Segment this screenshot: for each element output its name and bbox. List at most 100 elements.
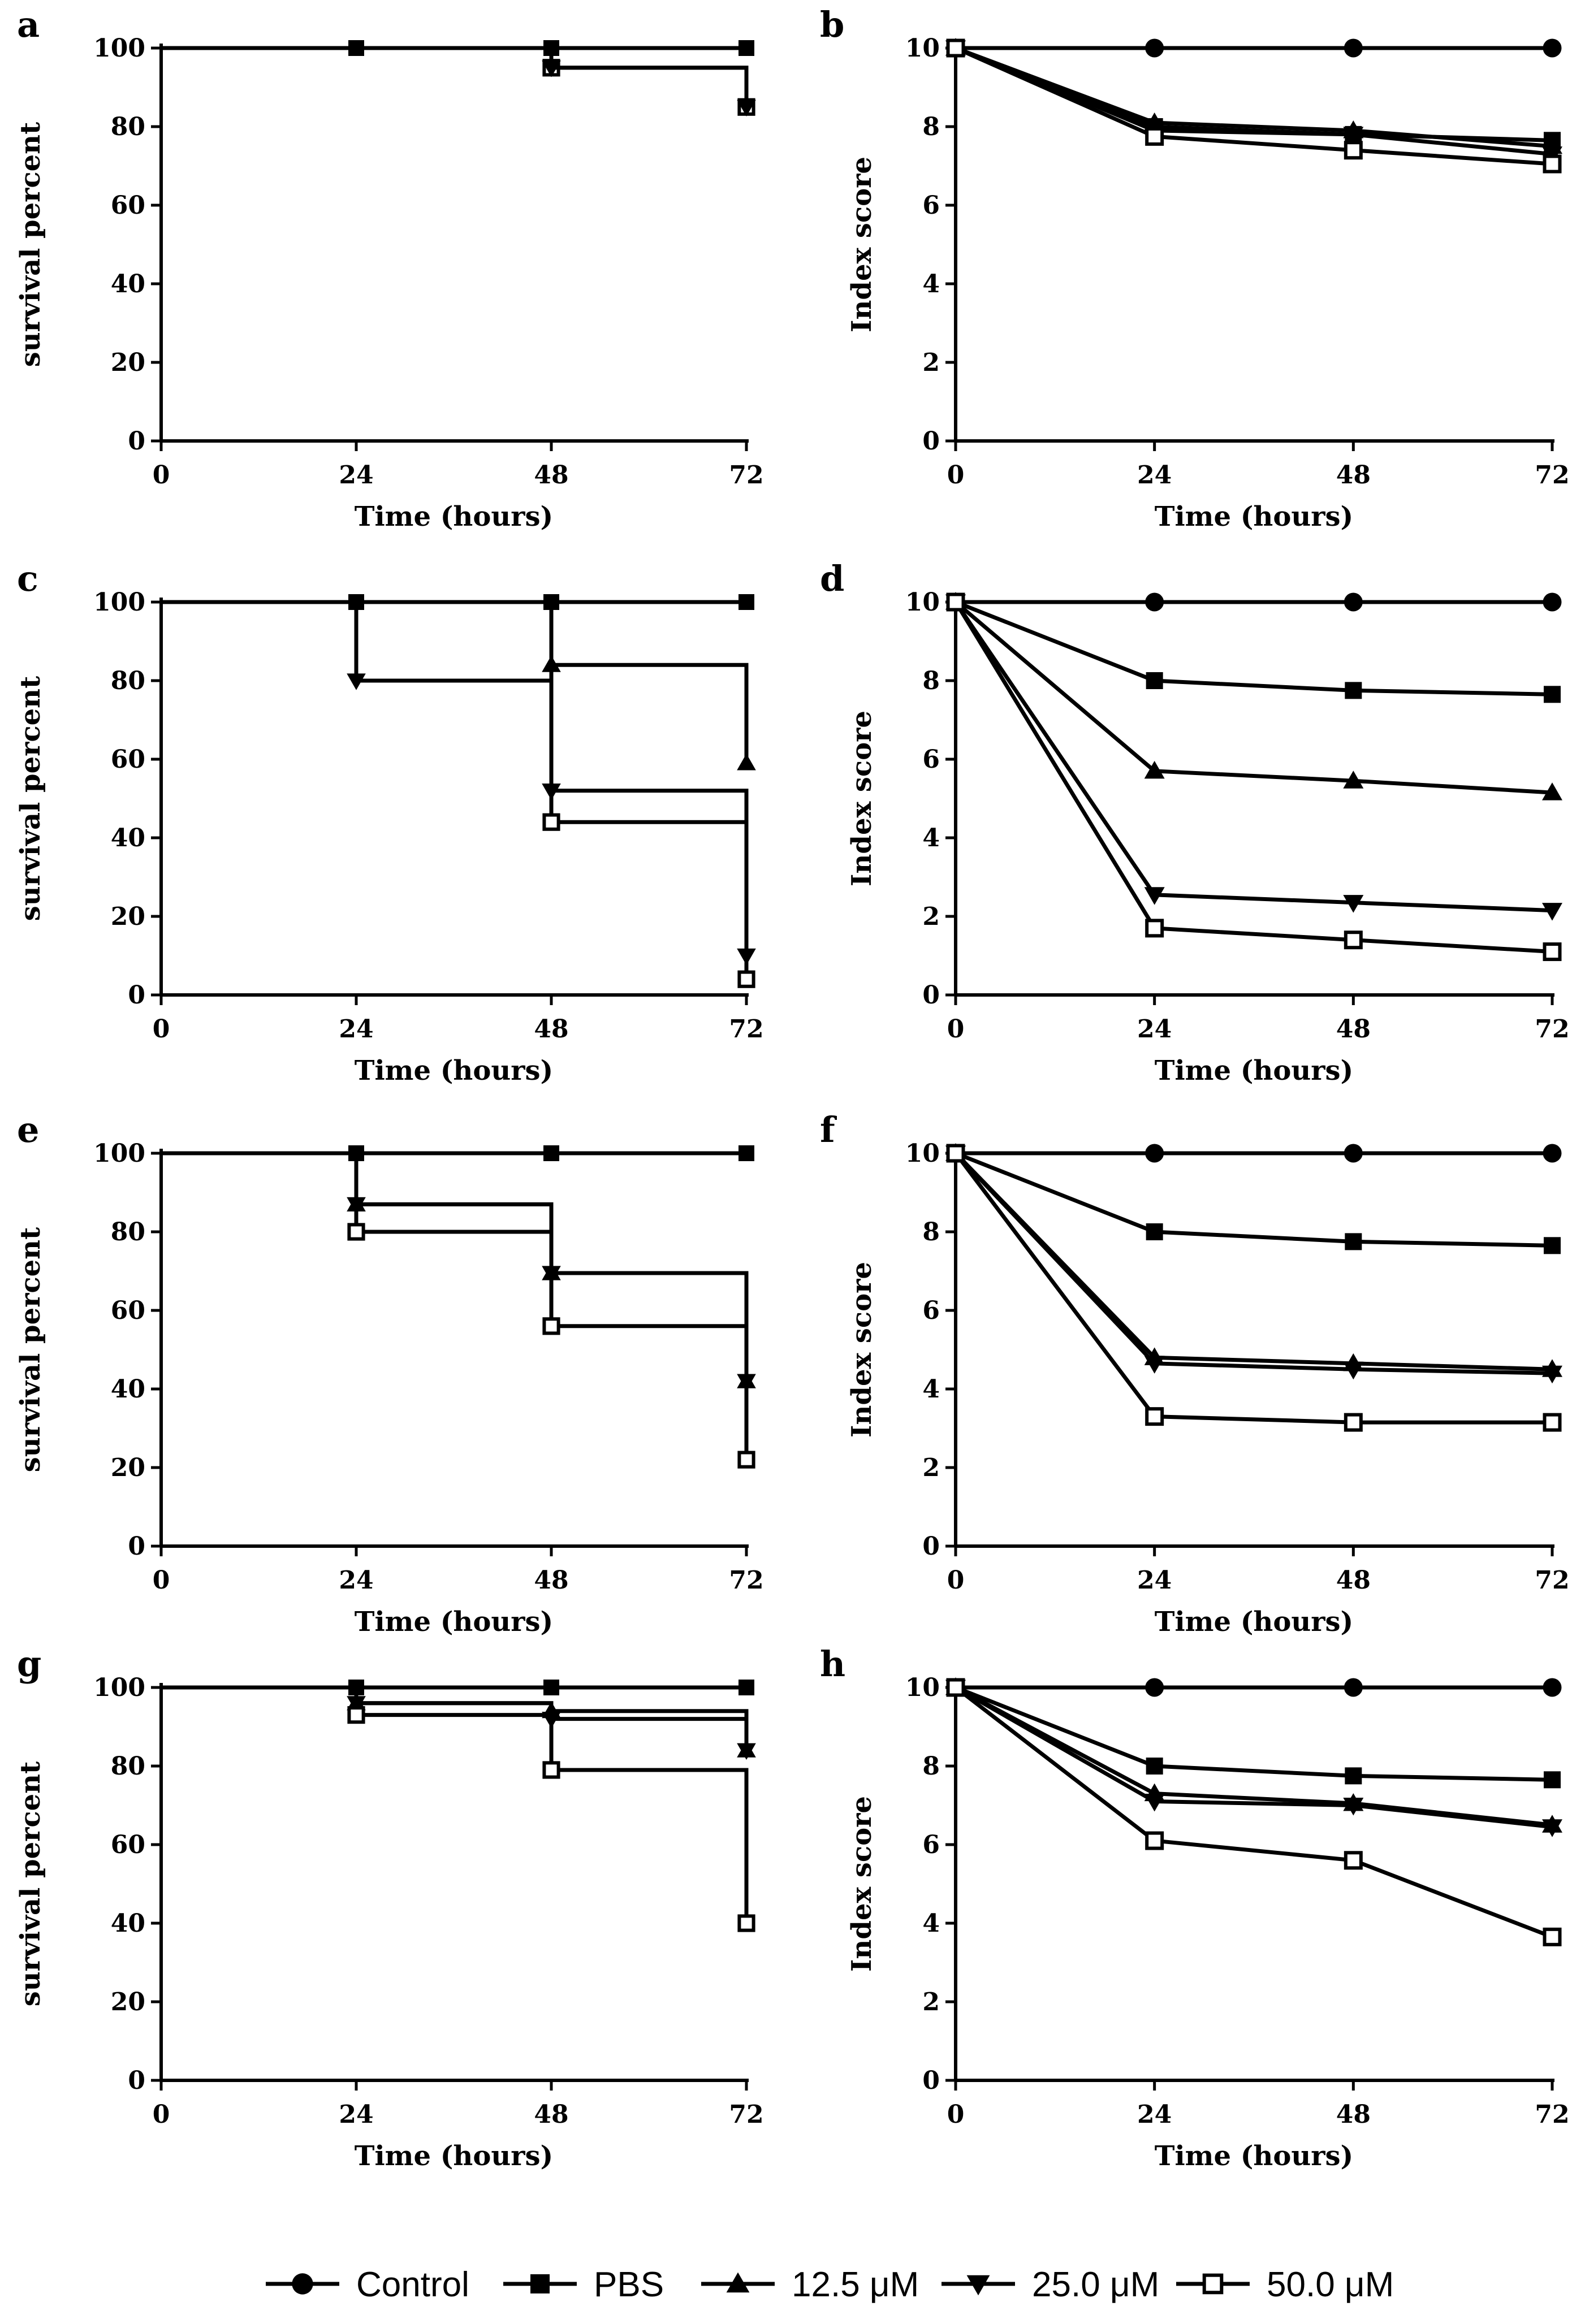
series-control: [946, 1678, 1562, 1697]
data-point: [946, 38, 965, 58]
x-tick-label: 72: [1535, 1566, 1569, 1595]
series-control: [946, 592, 1562, 612]
y-tick-label: 100: [93, 1139, 145, 1168]
y-tick-label: 60: [111, 191, 145, 220]
chart-panel-c: c 0 20 40 60 80 100 0 24 48 72 Time (hours) survival…: [15, 558, 764, 1087]
y-tick-label: 10: [905, 34, 940, 63]
y-tick-label: 80: [111, 112, 145, 141]
y-tick-label: 100: [93, 588, 145, 617]
data-point: [1543, 1927, 1562, 1946]
data-point: [1146, 672, 1163, 689]
data-point: [738, 594, 754, 610]
data-point: [1344, 1413, 1363, 1432]
data-point: [738, 1680, 754, 1695]
series-line: [954, 601, 1553, 913]
series-line: [955, 1685, 1553, 1782]
y-tick-label: 8: [922, 1218, 940, 1247]
x-tick-label: 48: [1336, 461, 1371, 490]
x-tick-label: 0: [153, 461, 170, 490]
legend-item-c125: 12.5 μM: [701, 2265, 919, 2304]
y-axis-title: survival percent: [15, 1762, 46, 2007]
y-axis-title: survival percent: [15, 676, 46, 921]
x-tick-label: 24: [1137, 1015, 1172, 1044]
y-tick-label: 8: [922, 112, 940, 141]
survival-line: [161, 1151, 749, 1382]
legend-marker: [966, 2275, 990, 2296]
data-point: [1543, 592, 1562, 612]
series-line: [954, 600, 1553, 795]
series-line: [955, 46, 1553, 166]
y-tick-label: 0: [128, 427, 145, 456]
y-tick-label: 2: [922, 1453, 940, 1482]
y-tick-label: 8: [922, 1752, 940, 1781]
x-tick-label: 24: [339, 461, 373, 490]
series-25-0-m: [161, 1151, 756, 1391]
y-tick-label: 0: [128, 1532, 145, 1561]
survival-line: [161, 1685, 749, 1923]
y-axis-title: survival percent: [15, 122, 46, 367]
y-axis-title: Index score: [846, 711, 878, 886]
x-tick-label: 24: [1137, 1566, 1172, 1595]
y-tick-label: 80: [111, 667, 145, 695]
legend-label: Control: [356, 2265, 469, 2304]
data-point: [1344, 1144, 1363, 1163]
series-25-0-m: [161, 46, 756, 117]
series-25-0-m: [945, 1680, 1562, 1837]
y-tick-label: 2: [922, 902, 940, 931]
series-50-0-m: [946, 1144, 1562, 1432]
data-point: [347, 1223, 365, 1241]
x-axis-title: Time (hours): [1155, 501, 1354, 533]
y-tick-label: 6: [922, 1830, 940, 1859]
x-tick-label: 0: [947, 1566, 965, 1595]
series-line: [955, 46, 1553, 157]
x-tick-label: 0: [947, 461, 965, 490]
survival-line: [161, 600, 749, 956]
series-12-5-m: [161, 600, 756, 771]
legend-marker: [726, 2272, 750, 2293]
y-tick-label: 0: [922, 981, 940, 1010]
data-point: [1144, 1356, 1165, 1374]
legend-label: 12.5 μM: [792, 2265, 919, 2304]
y-tick-label: 10: [905, 588, 940, 617]
y-tick-label: 2: [922, 348, 940, 377]
data-point: [1144, 1794, 1165, 1812]
series-50-0-m: [161, 1685, 755, 1932]
legend-item-c500: 50.0 μM: [1176, 2265, 1394, 2304]
y-tick-label: 100: [93, 1673, 145, 1702]
y-axis-title: Index score: [846, 1262, 878, 1438]
x-tick-label: 48: [1336, 2100, 1371, 2129]
data-point: [946, 592, 965, 612]
x-tick-label: 72: [1535, 461, 1569, 490]
data-point: [347, 1706, 365, 1724]
data-point: [1343, 127, 1364, 145]
series-12-5-m: [161, 1685, 756, 1758]
panel-letter: f: [820, 1109, 837, 1150]
legend-item-pbs: PBS: [503, 2265, 664, 2304]
x-axis-title: Time (hours): [1155, 2140, 1354, 2172]
series-line: [955, 46, 1553, 149]
x-tick-label: 24: [339, 2100, 373, 2129]
data-point: [1144, 760, 1165, 779]
panel-letter: e: [17, 1109, 39, 1150]
data-point: [542, 813, 560, 831]
x-axis-title: Time (hours): [355, 501, 554, 533]
data-point: [1345, 1767, 1362, 1785]
series-line: [955, 1151, 1553, 1248]
y-tick-label: 8: [922, 667, 940, 695]
x-tick-label: 72: [729, 461, 763, 490]
y-tick-label: 80: [111, 1752, 145, 1781]
data-point: [1146, 1223, 1163, 1240]
data-point: [1542, 1819, 1562, 1837]
data-point: [543, 1680, 559, 1695]
x-tick-label: 24: [339, 1566, 373, 1595]
data-point: [1145, 1144, 1164, 1163]
data-point: [946, 1678, 965, 1697]
y-axis-title: survival percent: [15, 1227, 46, 1473]
data-point: [737, 754, 756, 771]
y-axis-title: Index score: [846, 1796, 878, 1972]
y-tick-label: 60: [111, 745, 145, 774]
x-axis-title: Time (hours): [1155, 1055, 1354, 1087]
data-point: [1344, 38, 1363, 58]
data-point: [543, 1145, 559, 1161]
